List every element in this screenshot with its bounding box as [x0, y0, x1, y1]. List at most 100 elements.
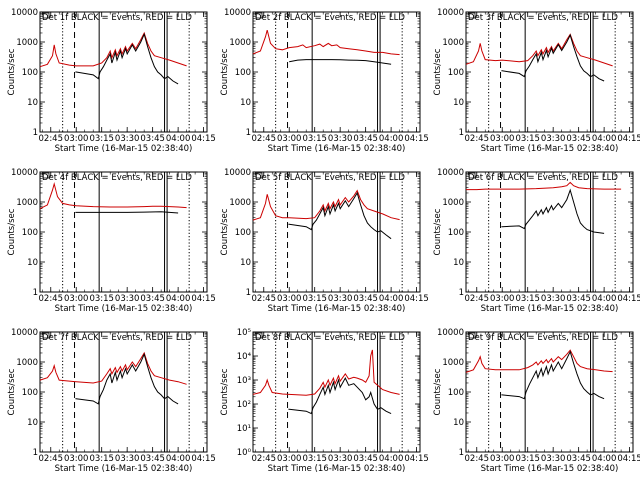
x-tick-label: 04:15 — [617, 134, 640, 144]
x-axis-label: Start Time (16-Mar-15 02:38:40) — [481, 144, 619, 154]
panel-det-2: Det 2f BLACK = Events, RED = LLD 1 10 100 10… — [220, 8, 429, 154]
x-tick-label: 03:00 — [490, 294, 515, 304]
x-tick-label: 03:15 — [515, 134, 540, 144]
y-tick-label: 1000 — [229, 198, 251, 208]
x-tick-label: 04:00 — [592, 294, 617, 304]
y-tick-label: 10⁰ — [237, 448, 252, 458]
y-axis-label: Counts/sec — [7, 208, 17, 255]
panel-title: Det 9f BLACK = Events, RED = LLD — [468, 333, 618, 343]
y-tick-label: 1000 — [442, 198, 464, 208]
plot-frame — [39, 331, 208, 453]
y-axis-label: Counts/sec — [220, 368, 230, 415]
y-tick-label: 100 — [448, 388, 464, 398]
x-tick-label: 02:45 — [39, 134, 64, 144]
y-tick-label: 10¹ — [237, 424, 251, 434]
legend-key-icon — [255, 172, 263, 179]
x-tick-label: 03:15 — [302, 134, 327, 144]
x-tick-label: 03:45 — [140, 294, 165, 304]
x-tick-label: 03:00 — [64, 294, 89, 304]
y-tick-label: 1 — [33, 448, 38, 458]
x-tick-label: 03:00 — [277, 294, 302, 304]
x-tick-label: 03:45 — [566, 134, 591, 144]
y-tick-label: 10 — [240, 98, 251, 108]
y-axis-label: Counts/sec — [220, 208, 230, 255]
x-axis-label: Start Time (16-Mar-15 02:38:40) — [55, 464, 193, 474]
x-tick-label: 04:00 — [166, 134, 191, 144]
series-events-black — [501, 188, 605, 234]
y-tick-label: 1 — [459, 288, 464, 298]
y-tick-label: 1000 — [229, 38, 251, 48]
x-axis-label: Start Time (16-Mar-15 02:38:40) — [268, 464, 406, 474]
panel-det-3: Det 3f BLACK = Events, RED = LLD 1 10 100 10… — [433, 8, 640, 154]
x-axis-label: Start Time (16-Mar-15 02:38:40) — [481, 304, 619, 314]
y-tick-label: 1 — [33, 288, 38, 298]
plot-frame — [465, 171, 634, 293]
y-axis-label: Counts/sec — [220, 48, 230, 95]
x-axis-label: Start Time (16-Mar-15 02:38:40) — [55, 304, 193, 314]
series-events-black — [288, 377, 392, 415]
x-tick-label: 02:45 — [39, 294, 64, 304]
x-tick-label: 03:15 — [89, 294, 114, 304]
panel-title: Det 2f BLACK = Events, RED = LLD — [255, 13, 405, 23]
y-tick-label: 10000 — [437, 8, 464, 18]
y-tick-label: 1000 — [16, 358, 38, 368]
y-tick-label: 1000 — [442, 38, 464, 48]
series-events-black — [289, 59, 392, 65]
panel-det-1: Det 1f BLACK = Events, RED = LLD 1 10 100 10… — [7, 8, 216, 154]
x-tick-label: 04:15 — [404, 454, 429, 464]
y-tick-label: 10000 — [224, 168, 251, 178]
x-tick-label: 03:00 — [277, 134, 302, 144]
x-tick-label: 03:30 — [328, 294, 353, 304]
y-tick-label: 1 — [246, 128, 251, 138]
legend-key-icon — [468, 172, 476, 179]
legend-key-icon — [42, 332, 50, 339]
series-lld-red — [39, 31, 187, 68]
panel-title: Det 5f BLACK = Events, RED = LLD — [255, 173, 405, 183]
x-tick-label: 04:15 — [404, 294, 429, 304]
y-tick-label: 10 — [453, 418, 464, 428]
x-tick-label: 02:45 — [252, 294, 277, 304]
x-tick-label: 02:45 — [465, 134, 490, 144]
y-tick-label: 1 — [459, 128, 464, 138]
y-tick-label: 10000 — [11, 8, 38, 18]
y-tick-label: 10³ — [237, 376, 251, 386]
y-axis-label: Counts/sec — [7, 48, 17, 95]
panel-det-4: Det 4f BLACK = Events, RED = LLD 1 10 100 10… — [7, 168, 216, 314]
legend-key-icon — [42, 12, 50, 19]
legend-key-icon — [255, 12, 263, 19]
x-tick-label: 02:45 — [465, 454, 490, 464]
x-tick-label: 04:00 — [379, 134, 404, 144]
y-tick-label: 1000 — [16, 38, 38, 48]
x-tick-label: 03:30 — [541, 294, 566, 304]
y-tick-label: 10 — [27, 258, 38, 268]
y-tick-label: 10000 — [437, 328, 464, 338]
x-tick-label: 03:00 — [490, 454, 515, 464]
series-events-black — [288, 191, 392, 240]
series-lld-red — [466, 181, 622, 191]
y-tick-label: 10 — [240, 258, 251, 268]
panel-title: Det 8f BLACK = Events, RED = LLD — [255, 333, 405, 343]
x-axis-label: Start Time (16-Mar-15 02:38:40) — [55, 144, 193, 154]
y-tick-label: 1000 — [16, 198, 38, 208]
x-tick-label: 03:00 — [490, 134, 515, 144]
y-axis-label: Counts/sec — [433, 48, 443, 95]
x-tick-label: 04:15 — [191, 294, 216, 304]
y-axis-label: Counts/sec — [433, 368, 443, 415]
series-lld-red — [39, 181, 187, 210]
plot-frame — [465, 331, 634, 453]
legend-key-icon — [468, 12, 476, 19]
series-lld-red — [252, 189, 400, 221]
panel-det-8: Det 8f BLACK = Events, RED = LLD 10⁰ 10¹ 10… — [220, 328, 429, 474]
x-tick-label: 04:15 — [617, 294, 640, 304]
y-tick-label: 10000 — [224, 8, 251, 18]
series-lld-red — [252, 349, 400, 396]
x-tick-label: 04:00 — [379, 454, 404, 464]
x-tick-label: 03:30 — [541, 454, 566, 464]
series-events-black — [75, 352, 179, 405]
y-tick-label: 100 — [22, 68, 38, 78]
y-tick-label: 100 — [22, 228, 38, 238]
x-tick-label: 04:15 — [617, 454, 640, 464]
x-tick-label: 04:15 — [404, 134, 429, 144]
y-tick-label: 10000 — [437, 168, 464, 178]
